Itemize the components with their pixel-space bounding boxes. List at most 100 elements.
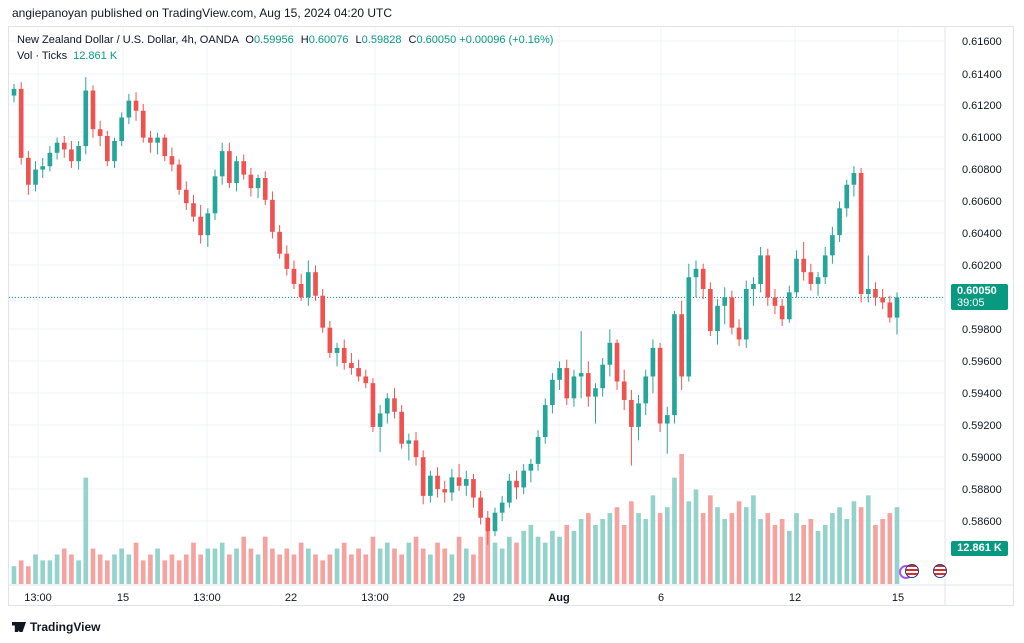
candle[interactable] (865, 255, 871, 303)
candle[interactable] (241, 154, 247, 180)
candle[interactable] (428, 470, 433, 503)
candle[interactable] (664, 406, 670, 454)
candle[interactable] (686, 263, 692, 382)
candle[interactable] (801, 241, 807, 281)
candle[interactable] (607, 329, 613, 377)
candle[interactable] (219, 142, 225, 185)
candle[interactable] (435, 467, 440, 498)
candle[interactable] (657, 342, 663, 432)
candle[interactable] (356, 359, 361, 382)
candle[interactable] (679, 300, 684, 390)
candle[interactable] (507, 474, 512, 508)
candle[interactable] (148, 130, 153, 153)
candle[interactable] (708, 282, 713, 337)
candle[interactable] (61, 135, 67, 158)
candle[interactable] (636, 394, 641, 441)
candle[interactable] (751, 277, 756, 306)
candle[interactable] (743, 280, 749, 348)
candle[interactable] (571, 369, 577, 407)
candle[interactable] (83, 77, 89, 155)
candle[interactable] (212, 169, 218, 221)
candle[interactable] (392, 388, 397, 419)
candle[interactable] (18, 82, 24, 165)
candle[interactable] (334, 342, 340, 367)
candle[interactable] (90, 85, 96, 138)
candle[interactable] (729, 290, 735, 335)
candle[interactable] (234, 156, 239, 192)
candle[interactable] (894, 292, 900, 335)
candle[interactable] (327, 320, 333, 358)
candle[interactable] (442, 480, 448, 503)
candle[interactable] (104, 130, 110, 167)
candle[interactable] (320, 289, 326, 333)
candle[interactable] (97, 120, 103, 147)
candle[interactable] (191, 194, 196, 222)
candle[interactable] (363, 369, 369, 389)
candle[interactable] (140, 104, 146, 143)
candle[interactable] (377, 405, 383, 453)
candle[interactable] (822, 246, 828, 284)
candle[interactable] (880, 289, 885, 310)
candle[interactable] (33, 161, 38, 192)
candle[interactable] (794, 250, 799, 298)
candle[interactable] (463, 470, 469, 496)
candle[interactable] (176, 159, 182, 195)
candle[interactable] (786, 285, 792, 323)
candle[interactable] (413, 431, 419, 466)
candle[interactable] (672, 310, 677, 424)
candle[interactable] (693, 260, 699, 298)
candle[interactable] (126, 93, 132, 125)
candle[interactable] (837, 201, 842, 242)
candle[interactable] (514, 470, 519, 500)
candle[interactable] (277, 225, 282, 259)
candle[interactable] (535, 430, 541, 471)
candle[interactable] (26, 151, 31, 195)
candle[interactable] (11, 83, 17, 103)
candle[interactable] (205, 208, 211, 247)
candle[interactable] (758, 246, 763, 293)
candle[interactable] (183, 181, 189, 210)
candle[interactable] (600, 357, 605, 397)
candle[interactable] (844, 179, 850, 217)
candle[interactable] (815, 272, 821, 296)
candle[interactable] (40, 157, 46, 178)
candle[interactable] (341, 339, 347, 370)
candle[interactable] (772, 289, 778, 315)
candle[interactable] (456, 463, 462, 491)
candle[interactable] (262, 171, 268, 205)
candle[interactable] (449, 468, 455, 501)
candle[interactable] (830, 226, 835, 264)
candle[interactable] (485, 511, 491, 545)
candle[interactable] (198, 204, 203, 244)
candle[interactable] (779, 299, 785, 326)
candle[interactable] (621, 369, 627, 411)
candle[interactable] (887, 295, 893, 323)
candle[interactable] (564, 359, 570, 406)
candle[interactable] (406, 433, 412, 461)
candle[interactable] (528, 458, 534, 483)
candle[interactable] (162, 134, 168, 162)
candle[interactable] (119, 112, 125, 147)
candle[interactable] (54, 137, 60, 160)
candle[interactable] (578, 331, 584, 399)
candle[interactable] (270, 191, 275, 239)
candle[interactable] (499, 495, 505, 522)
candle[interactable] (76, 141, 81, 170)
candle[interactable] (313, 265, 318, 301)
candle[interactable] (851, 166, 857, 197)
candle[interactable] (227, 142, 232, 189)
candle[interactable] (765, 248, 771, 306)
us-flag-icon[interactable] (905, 564, 919, 578)
candle[interactable] (384, 393, 390, 424)
candle[interactable] (349, 352, 354, 375)
candle[interactable] (650, 339, 656, 394)
candle[interactable] (542, 398, 548, 444)
candle[interactable] (169, 147, 175, 172)
candle[interactable] (112, 137, 117, 168)
candle[interactable] (291, 260, 297, 289)
candle[interactable] (521, 463, 527, 495)
candle[interactable] (722, 287, 728, 325)
candle[interactable] (255, 174, 261, 199)
candle[interactable] (471, 474, 476, 508)
